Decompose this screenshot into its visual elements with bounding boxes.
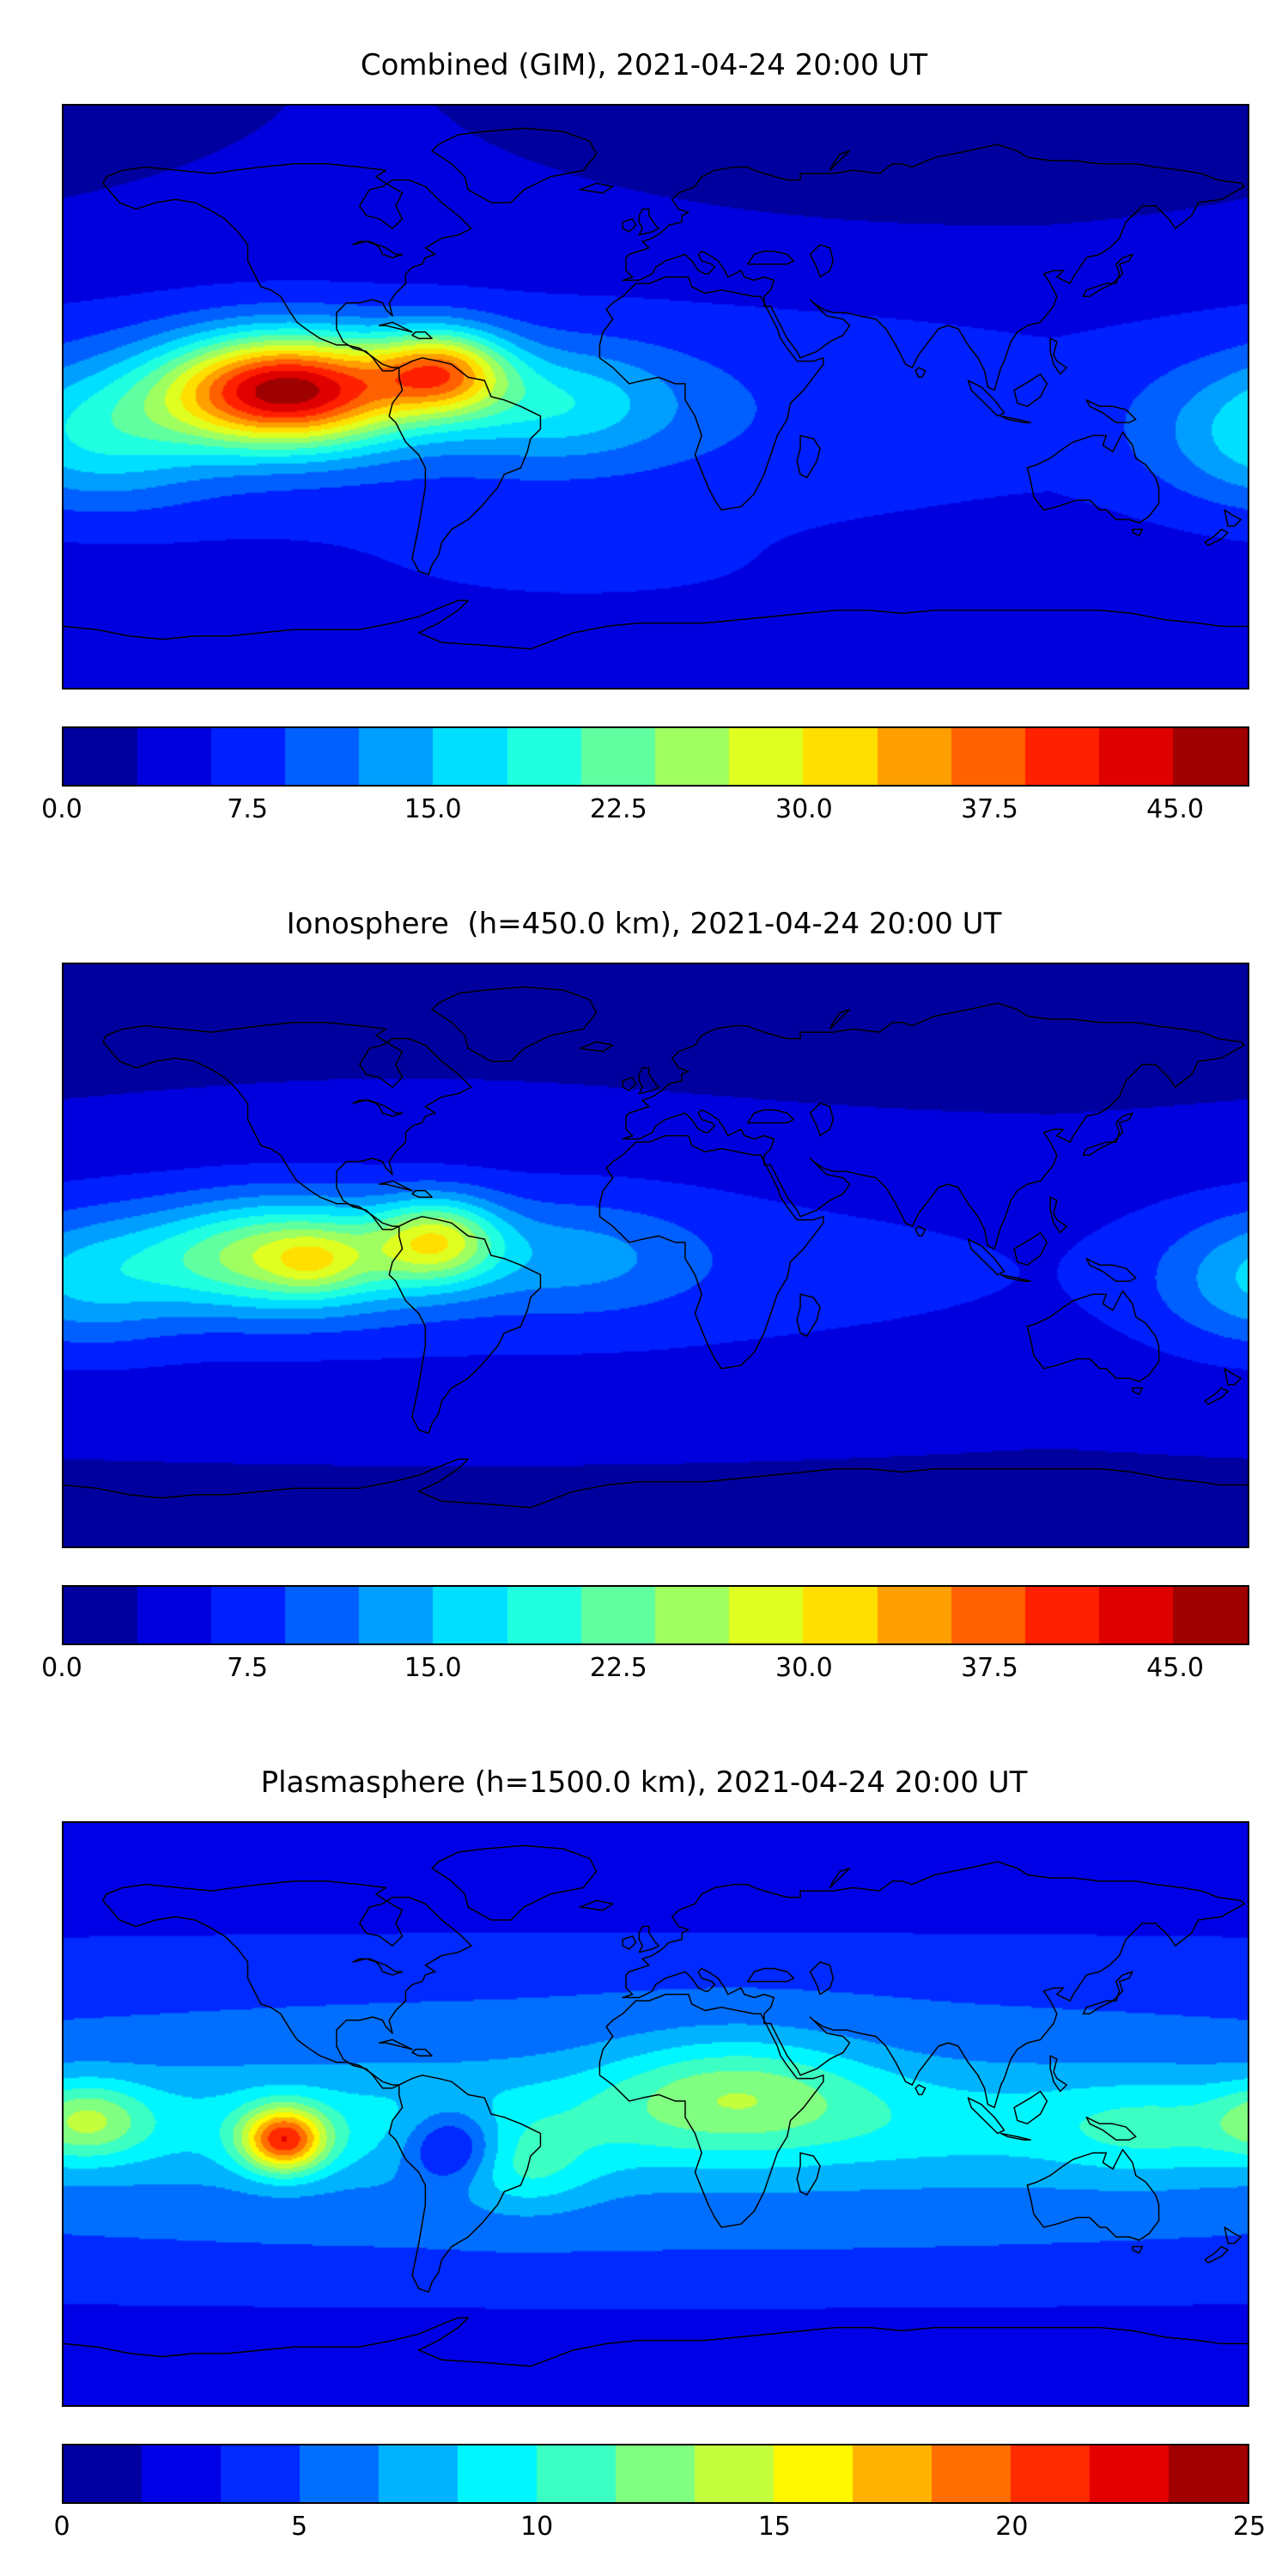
colorbar-tick-label: 0.0 xyxy=(41,794,82,824)
map-combined-gim xyxy=(62,104,1249,690)
colorbar-tick-label: 30.0 xyxy=(775,794,833,824)
coastlines-overlay xyxy=(64,106,1248,688)
tec-field-canvas xyxy=(64,106,1248,688)
colorbar-tick-label: 0 xyxy=(53,2512,70,2542)
panel-title-plasmasphere: Plasmasphere (h=1500.0 km), 2021-04-24 2… xyxy=(260,1765,1028,1800)
colorbar-tick-label: 37.5 xyxy=(961,1653,1018,1683)
coastline-path xyxy=(64,987,1248,1507)
coastlines-overlay xyxy=(64,1823,1248,2405)
colorbar-tick-row: 0.0 7.5 15.0 22.5 30.0 37.5 45.0 xyxy=(41,1652,1249,1688)
coastlines-overlay xyxy=(64,964,1248,1546)
colorbar-tick-label: 10 xyxy=(520,2512,554,2542)
tec-field-canvas xyxy=(64,1823,1248,2405)
colorbar-plasmasphere xyxy=(62,2444,1249,2504)
colorbar-tick-label: 5 xyxy=(291,2512,308,2542)
colorbar-combined-gim xyxy=(62,726,1249,787)
colorbar-tick-label: 20 xyxy=(995,2512,1029,2542)
colorbar-tick-label: 30.0 xyxy=(775,1653,833,1683)
panel-plasmasphere: Plasmasphere (h=1500.0 km), 2021-04-24 2… xyxy=(0,1717,1288,2576)
colorbar-tick-label: 0.0 xyxy=(41,1653,82,1683)
colorbar-tick-label: 45.0 xyxy=(1146,794,1204,824)
colorbar-ionosphere xyxy=(62,1585,1249,1645)
colorbar-canvas xyxy=(64,728,1248,785)
colorbar-tick-label: 15 xyxy=(757,2512,791,2542)
coastline-path xyxy=(64,1845,1248,2366)
colorbar-tick-row: 0 5 10 15 20 25 xyxy=(53,2511,1266,2547)
colorbar-tick-label: 22.5 xyxy=(589,1653,647,1683)
coastline-path xyxy=(64,128,1248,648)
colorbar-tick-label: 15.0 xyxy=(404,794,462,824)
map-ionosphere xyxy=(62,963,1249,1548)
colorbar-tick-label: 15.0 xyxy=(404,1653,462,1683)
panel-title-combined: Combined (GIM), 2021-04-24 20:00 UT xyxy=(360,48,928,82)
tec-field-canvas xyxy=(64,964,1248,1546)
colorbar-tick-label: 7.5 xyxy=(227,1653,268,1683)
colorbar-canvas xyxy=(64,2445,1248,2502)
colorbar-tick-label: 22.5 xyxy=(589,794,647,824)
colorbar-tick-label: 45.0 xyxy=(1146,1653,1204,1683)
colorbar-tick-label: 7.5 xyxy=(227,794,268,824)
panel-title-ionosphere: Ionosphere (h=450.0 km), 2021-04-24 20:0… xyxy=(286,907,1002,941)
colorbar-tick-row: 0.0 7.5 15.0 22.5 30.0 37.5 45.0 xyxy=(41,793,1249,829)
colorbar-canvas xyxy=(64,1587,1248,1643)
map-plasmasphere xyxy=(62,1821,1249,2407)
panel-ionosphere: Ionosphere (h=450.0 km), 2021-04-24 20:0… xyxy=(0,859,1288,1717)
colorbar-tick-label: 37.5 xyxy=(961,794,1018,824)
panel-combined-gim: Combined (GIM), 2021-04-24 20:00 UT 0.0 7… xyxy=(0,0,1288,859)
colorbar-tick-label: 25 xyxy=(1232,2512,1267,2542)
